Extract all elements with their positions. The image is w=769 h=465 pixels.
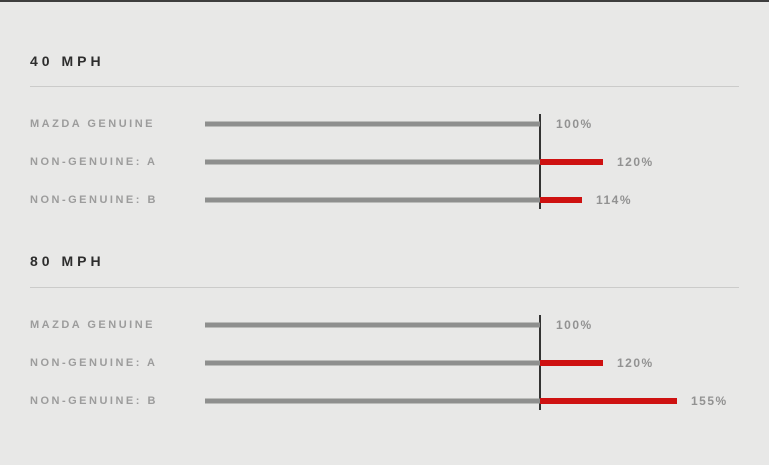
bar-red-segment bbox=[540, 360, 603, 366]
bar-red-segment bbox=[540, 197, 582, 203]
bar-value-label: 100% bbox=[556, 117, 593, 131]
bar-value-label: 114% bbox=[596, 193, 633, 207]
chart-row: MAZDA GENUINE 100% bbox=[0, 105, 769, 143]
bar-value-label: 120% bbox=[617, 155, 654, 169]
top-border bbox=[0, 0, 769, 2]
bar-label: MAZDA GENUINE bbox=[30, 118, 155, 130]
bar-gray-segment bbox=[205, 121, 540, 127]
bar-label: NON-GENUINE: B bbox=[30, 395, 158, 407]
chart-row: NON-GENUINE: B 114% bbox=[0, 181, 769, 219]
bar-label: MAZDA GENUINE bbox=[30, 319, 155, 331]
bar-gray-segment bbox=[205, 197, 540, 203]
bar-gray-segment bbox=[205, 159, 540, 165]
bar-value-label: 100% bbox=[556, 318, 593, 332]
bar-chart-80mph: MAZDA GENUINE 100% NON-GENUINE: A 120% NON-G… bbox=[0, 306, 769, 420]
section-title-40mph: 40 MPH bbox=[30, 53, 105, 69]
bar-label: NON-GENUINE: A bbox=[30, 357, 158, 369]
bar-red-segment bbox=[540, 159, 603, 165]
bar-gray-segment bbox=[205, 398, 540, 404]
chart-row: NON-GENUINE: B 155% bbox=[0, 382, 769, 420]
bar-red-segment bbox=[540, 398, 677, 404]
chart-row: NON-GENUINE: A 120% bbox=[0, 143, 769, 181]
bar-label: NON-GENUINE: B bbox=[30, 194, 158, 206]
bar-label: NON-GENUINE: A bbox=[30, 156, 158, 168]
chart-row: NON-GENUINE: A 120% bbox=[0, 344, 769, 382]
section-divider bbox=[30, 86, 739, 87]
section-title-80mph: 80 MPH bbox=[30, 253, 105, 269]
bar-chart-40mph: MAZDA GENUINE 100% NON-GENUINE: A 120% NON-G… bbox=[0, 105, 769, 219]
section-divider bbox=[30, 287, 739, 288]
bar-gray-segment bbox=[205, 322, 540, 328]
chart-row: MAZDA GENUINE 100% bbox=[0, 306, 769, 344]
bar-value-label: 155% bbox=[691, 394, 728, 408]
bar-value-label: 120% bbox=[617, 356, 654, 370]
bar-gray-segment bbox=[205, 360, 540, 366]
